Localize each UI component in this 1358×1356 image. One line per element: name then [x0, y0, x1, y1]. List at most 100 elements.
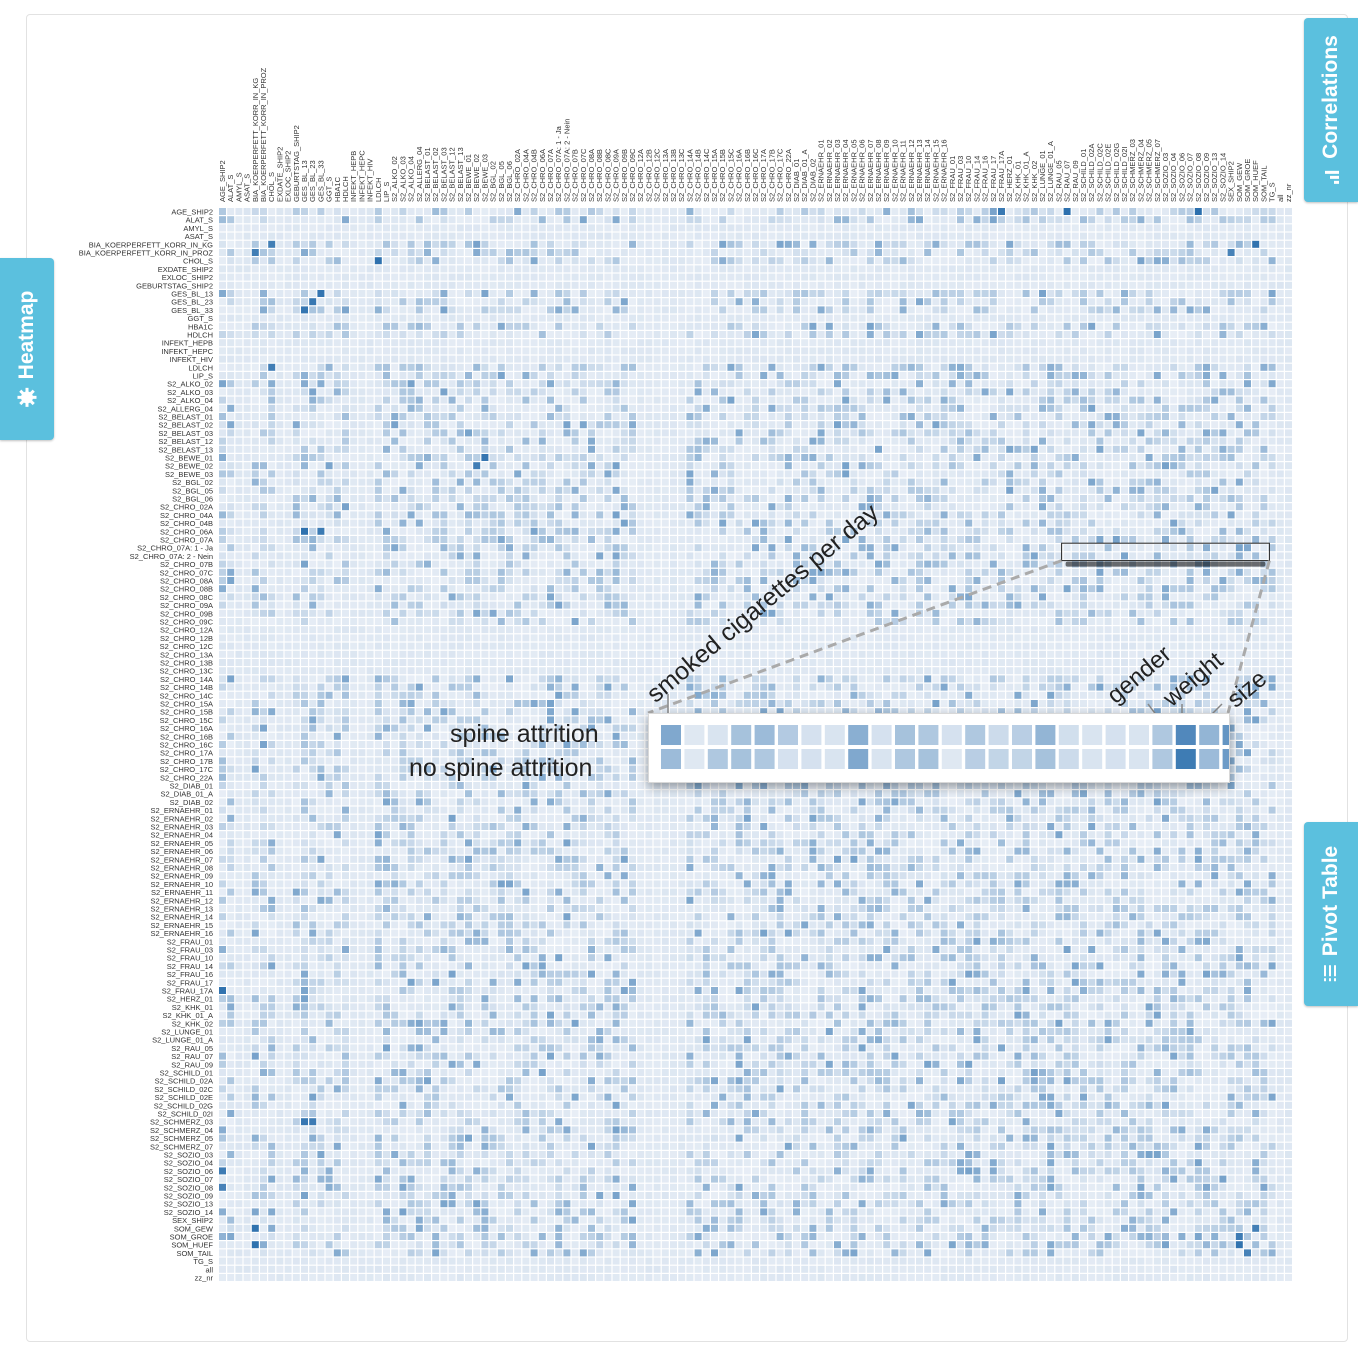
heatmap-cell[interactable]	[743, 216, 751, 224]
heatmap-cell[interactable]	[235, 495, 243, 502]
heatmap-cell[interactable]	[776, 208, 784, 215]
heatmap-cell[interactable]	[350, 314, 358, 322]
heatmap-cell[interactable]	[883, 363, 891, 371]
heatmap-cell[interactable]	[620, 478, 628, 486]
heatmap-cell[interactable]	[424, 240, 431, 248]
heatmap-cell[interactable]	[440, 257, 448, 265]
heatmap-cell[interactable]	[1211, 470, 1219, 478]
heatmap-cell[interactable]	[235, 347, 243, 355]
heatmap-cell[interactable]	[858, 290, 866, 297]
heatmap-cell[interactable]	[1219, 404, 1227, 412]
heatmap-cell[interactable]	[1170, 445, 1178, 453]
heatmap-cell[interactable]	[1276, 486, 1284, 494]
heatmap-cell[interactable]	[1055, 339, 1063, 347]
heatmap-cell[interactable]	[301, 265, 308, 273]
heatmap-cell[interactable]	[276, 322, 284, 330]
heatmap-cell[interactable]	[1244, 454, 1251, 461]
heatmap-cell[interactable]	[276, 404, 284, 412]
heatmap-cell[interactable]	[276, 339, 284, 347]
heatmap-cell[interactable]	[1252, 265, 1260, 273]
heatmap-cell[interactable]	[1112, 281, 1120, 289]
heatmap-cell[interactable]	[940, 462, 948, 470]
heatmap-cell[interactable]	[620, 429, 628, 437]
heatmap-cell[interactable]	[227, 380, 235, 388]
heatmap-cell[interactable]	[1047, 306, 1055, 314]
heatmap-cell[interactable]	[424, 413, 431, 420]
heatmap-cell[interactable]	[383, 265, 390, 273]
heatmap-cell[interactable]	[1186, 437, 1194, 445]
heatmap-cell[interactable]	[538, 265, 546, 273]
heatmap-cell[interactable]	[989, 224, 997, 232]
heatmap-cell[interactable]	[383, 298, 390, 306]
heatmap-cell[interactable]	[366, 314, 374, 322]
heatmap-cell[interactable]	[260, 281, 267, 289]
heatmap-cell[interactable]	[448, 265, 456, 273]
heatmap-cell[interactable]	[1170, 224, 1178, 232]
heatmap-cell[interactable]	[333, 404, 341, 412]
heatmap-cell[interactable]	[1211, 462, 1219, 470]
heatmap-cell[interactable]	[1030, 503, 1038, 511]
heatmap-cell[interactable]	[957, 347, 964, 355]
heatmap-cell[interactable]	[866, 478, 874, 486]
heatmap-cell[interactable]	[686, 486, 694, 494]
heatmap-cell[interactable]	[653, 372, 661, 379]
heatmap-cell[interactable]	[432, 404, 440, 412]
heatmap-cell[interactable]	[957, 462, 964, 470]
heatmap-cell[interactable]	[1022, 339, 1030, 347]
heatmap-cell[interactable]	[629, 355, 636, 363]
heatmap-cell[interactable]	[1178, 421, 1186, 429]
heatmap-cell[interactable]	[932, 413, 940, 420]
heatmap-cell[interactable]	[678, 208, 686, 215]
heatmap-cell[interactable]	[637, 372, 645, 379]
heatmap-cell[interactable]	[1022, 462, 1030, 470]
heatmap-cell[interactable]	[1153, 249, 1161, 256]
heatmap-cell[interactable]	[989, 511, 997, 519]
heatmap-cell[interactable]	[538, 437, 546, 445]
heatmap-cell[interactable]	[957, 290, 964, 297]
heatmap-cell[interactable]	[1137, 380, 1145, 388]
heatmap-cell[interactable]	[1112, 257, 1120, 265]
heatmap-cell[interactable]	[989, 437, 997, 445]
heatmap-cell[interactable]	[727, 322, 735, 330]
heatmap-cell[interactable]	[1178, 470, 1186, 478]
heatmap-cell[interactable]	[440, 372, 448, 379]
heatmap-cell[interactable]	[1063, 388, 1071, 396]
heatmap-cell[interactable]	[842, 347, 850, 355]
heatmap-cell[interactable]	[965, 380, 973, 388]
heatmap-cell[interactable]	[612, 372, 620, 379]
heatmap-cell[interactable]	[489, 339, 497, 347]
heatmap-cell[interactable]	[317, 339, 325, 347]
heatmap-cell[interactable]	[793, 322, 800, 330]
heatmap-cell[interactable]	[612, 470, 620, 478]
heatmap-cell[interactable]	[981, 495, 989, 502]
heatmap-cell[interactable]	[407, 224, 415, 232]
heatmap-cell[interactable]	[333, 486, 341, 494]
heatmap-cell[interactable]	[374, 454, 382, 461]
heatmap-cell[interactable]	[850, 224, 858, 232]
heatmap-cell[interactable]	[1063, 314, 1071, 322]
heatmap-cell[interactable]	[309, 486, 317, 494]
heatmap-cell[interactable]	[1104, 216, 1112, 224]
heatmap-cell[interactable]	[1170, 429, 1178, 437]
heatmap-cell[interactable]	[358, 462, 366, 470]
heatmap-cell[interactable]	[555, 413, 563, 420]
heatmap-cell[interactable]	[957, 470, 964, 478]
heatmap-cell[interactable]	[981, 273, 989, 281]
heatmap-cell[interactable]	[317, 503, 325, 511]
heatmap-cell[interactable]	[965, 216, 973, 224]
heatmap-cell[interactable]	[948, 511, 956, 519]
heatmap-cell[interactable]	[940, 470, 948, 478]
heatmap-cell[interactable]	[1096, 265, 1104, 273]
heatmap-cell[interactable]	[776, 314, 784, 322]
heatmap-cell[interactable]	[555, 347, 563, 355]
heatmap-cell[interactable]	[1055, 380, 1063, 388]
heatmap-cell[interactable]	[645, 216, 653, 224]
heatmap-cell[interactable]	[883, 495, 891, 502]
heatmap-cell[interactable]	[1285, 372, 1292, 379]
heatmap-cell[interactable]	[604, 355, 612, 363]
heatmap-cell[interactable]	[719, 273, 727, 281]
heatmap-cell[interactable]	[940, 478, 948, 486]
heatmap-cell[interactable]	[1178, 347, 1186, 355]
heatmap-cell[interactable]	[661, 388, 669, 396]
heatmap-cell[interactable]	[235, 281, 243, 289]
